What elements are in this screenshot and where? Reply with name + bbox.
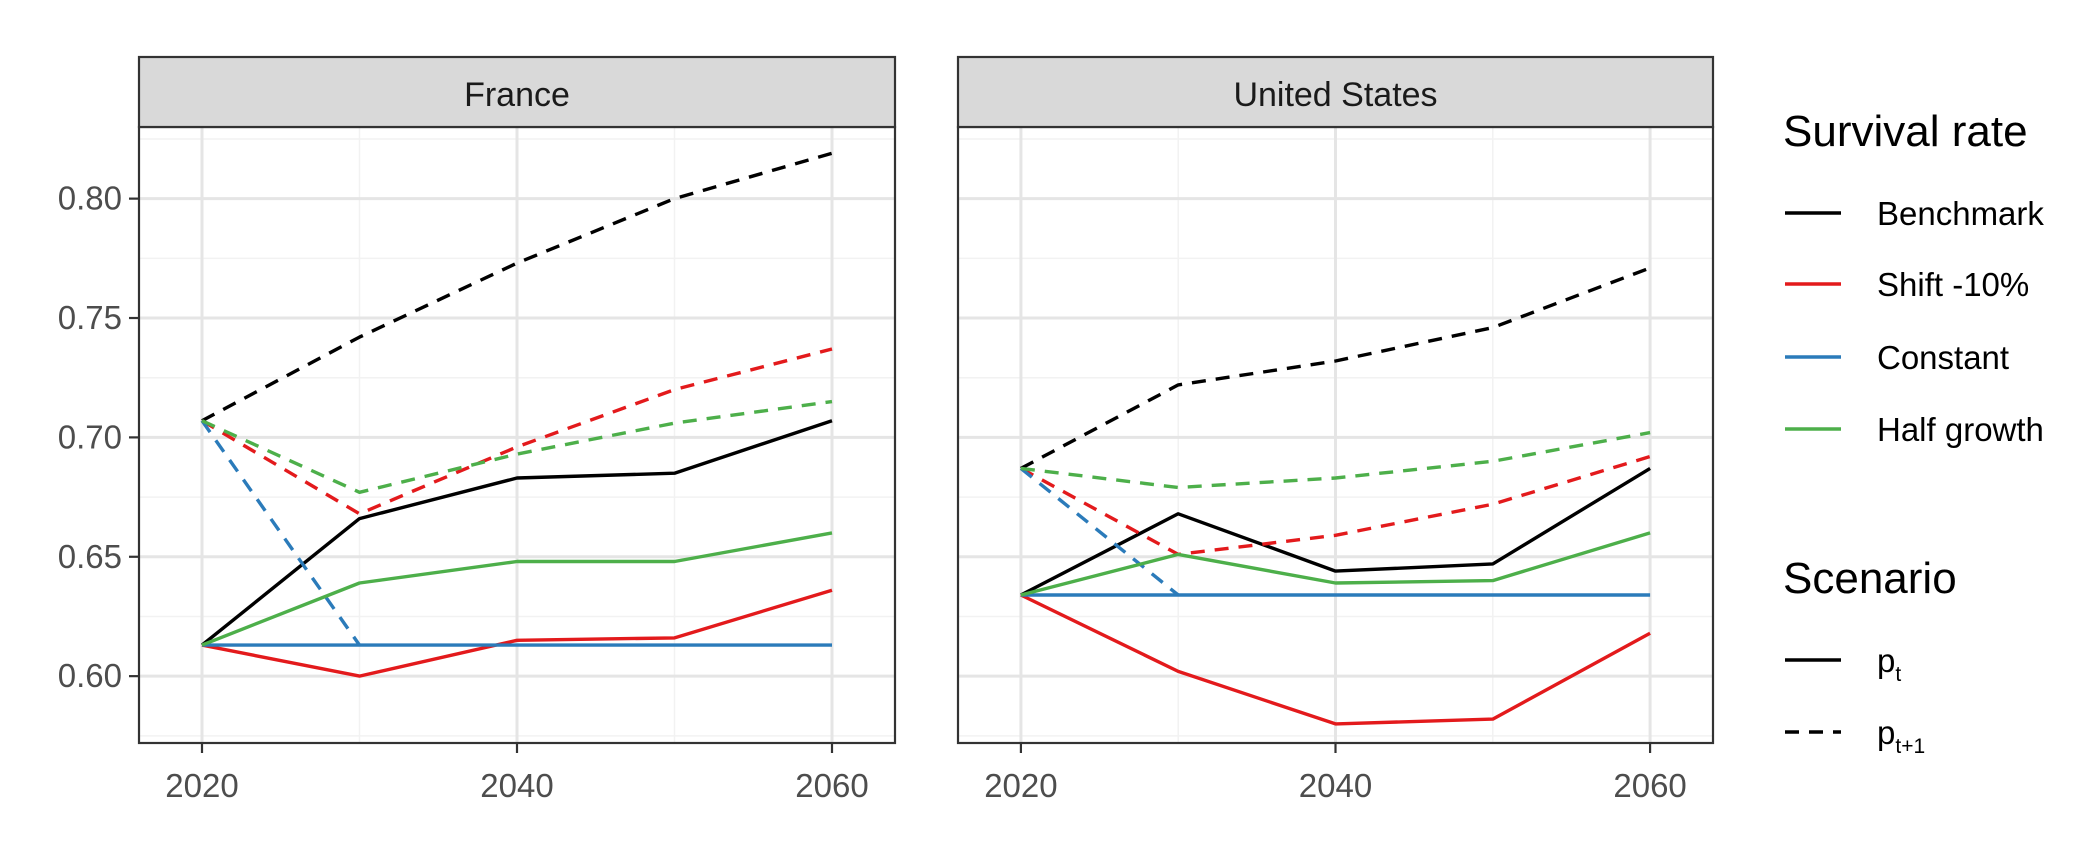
series-line-benchmark-pt	[1020, 466, 1651, 597]
legend-label-benchmark: Benchmark	[1877, 195, 2044, 232]
y-tick-label: 0.75	[58, 299, 122, 336]
legend: Survival rate Benchmark Shift -10% Constant…	[1783, 107, 2044, 758]
legend-label-constant: Constant	[1877, 339, 2009, 376]
x-tick-label: 2040	[480, 767, 553, 804]
series-line-constant-pt-1	[200, 419, 361, 647]
series-line-shift-10-pt	[1020, 593, 1651, 726]
strip-label: France	[464, 76, 570, 114]
legend-label-pt-1: pt+1	[1877, 714, 1925, 758]
series-line-shift-10-pt-1	[1020, 454, 1651, 557]
panel-france: France 2020 2040 2060 0.60 0.65 0.70 0.75 0.80	[58, 55, 897, 804]
x-tick-label: 2060	[1613, 767, 1686, 804]
strip-background	[956, 55, 1715, 129]
x-tick-label: 2040	[1299, 767, 1372, 804]
y-tick-label: 0.80	[58, 180, 122, 217]
strip-label: United States	[1233, 76, 1437, 114]
strip-background	[137, 55, 897, 129]
legend-label-half-growth: Half growth	[1877, 411, 2044, 448]
x-tick-label: 2060	[795, 767, 868, 804]
series-line-benchmark-pt-1	[1020, 266, 1651, 470]
series-line-half-growth-pt-1	[1020, 430, 1651, 490]
y-tick-label: 0.70	[58, 418, 122, 455]
legend-title-color: Survival rate	[1783, 107, 2028, 156]
legend-subscript: t+1	[1895, 735, 1925, 758]
legend-label-shift-10: Shift -10%	[1877, 266, 2029, 303]
series-line-shift-10-pt-1	[201, 347, 833, 516]
x-tick-label: 2020	[165, 767, 238, 804]
series-line-benchmark-pt-1	[201, 151, 833, 423]
series-line-benchmark-pt	[200, 419, 833, 647]
panel-united-states: United States 2020 2040 2060	[956, 55, 1715, 804]
y-tick-label: 0.60	[58, 657, 122, 694]
series-line-shift-10-pt	[201, 588, 833, 678]
series-line-constant-pt-1	[1019, 467, 1180, 597]
legend-title-linetype: Scenario	[1783, 554, 1957, 603]
legend-subscript: t	[1895, 663, 1901, 686]
x-tick-label: 2020	[984, 767, 1057, 804]
legend-label-pt: pt	[1877, 642, 1901, 686]
series-line-half-growth-pt	[1020, 531, 1651, 597]
y-tick-label: 0.65	[58, 538, 122, 575]
series-line-half-growth-pt	[201, 531, 833, 647]
